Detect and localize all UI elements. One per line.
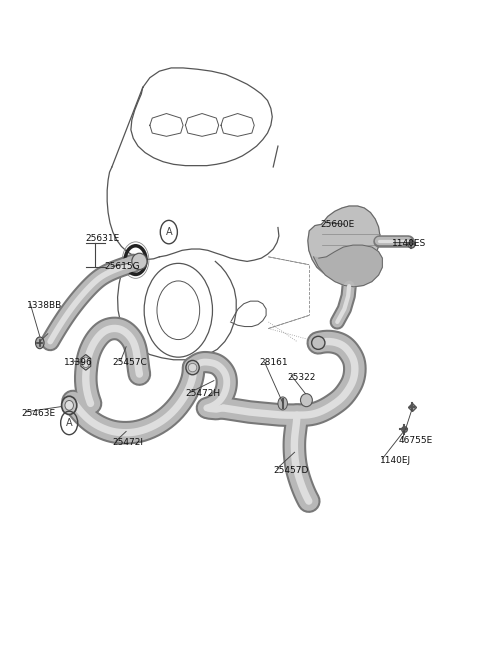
Text: 28161: 28161 [259, 358, 288, 367]
Text: 25472H: 25472H [185, 389, 221, 398]
Circle shape [36, 337, 44, 349]
Ellipse shape [300, 394, 312, 407]
Text: A: A [166, 227, 172, 237]
Ellipse shape [61, 396, 77, 415]
Text: 25463E: 25463E [22, 409, 56, 418]
Ellipse shape [188, 363, 197, 372]
Text: 25457D: 25457D [273, 466, 309, 475]
Text: 1140EJ: 1140EJ [380, 455, 411, 464]
Text: 25600E: 25600E [321, 220, 355, 229]
Text: 25322: 25322 [288, 373, 316, 382]
Text: 1140ES: 1140ES [392, 239, 426, 248]
Ellipse shape [312, 336, 325, 350]
Text: 25615G: 25615G [105, 262, 141, 271]
Text: 25457C: 25457C [112, 358, 147, 367]
Polygon shape [308, 206, 380, 278]
Circle shape [278, 397, 288, 410]
Ellipse shape [65, 401, 73, 410]
Text: A: A [66, 418, 72, 428]
Ellipse shape [132, 253, 147, 269]
Text: 46755E: 46755E [399, 436, 433, 445]
Circle shape [82, 357, 90, 367]
Text: 1338BB: 1338BB [27, 301, 63, 310]
Text: 13396: 13396 [63, 358, 92, 367]
Text: 25472I: 25472I [112, 438, 143, 447]
Polygon shape [313, 245, 383, 287]
Ellipse shape [186, 361, 199, 374]
Text: 25631E: 25631E [86, 234, 120, 243]
